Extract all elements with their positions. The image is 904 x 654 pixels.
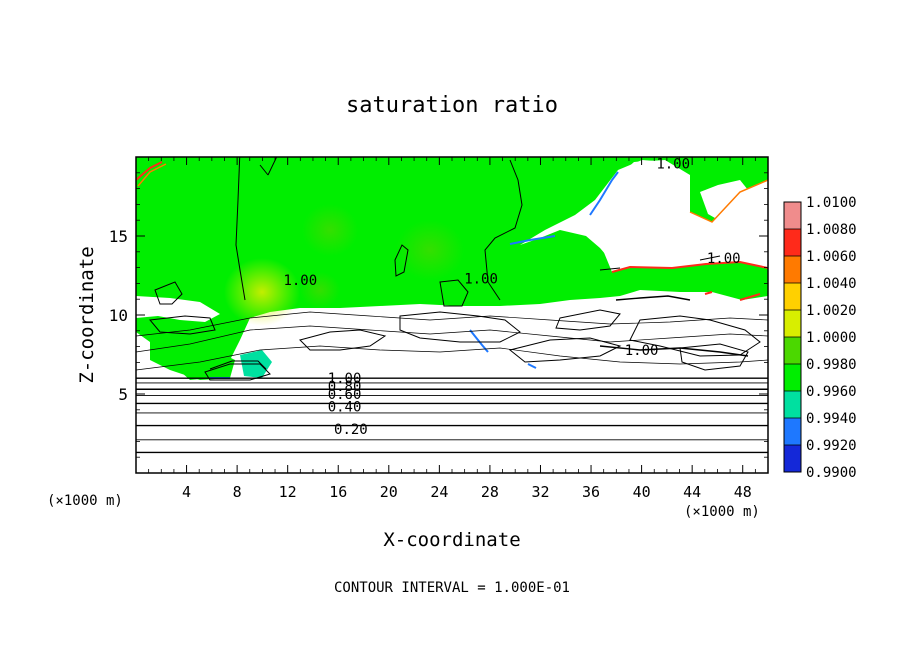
x-tick-label: 4 bbox=[182, 483, 191, 501]
contour-labels: 1.001.00 1.001.001.001.000.800.600.400.20 bbox=[283, 156, 740, 437]
contour-label: 0.20 bbox=[334, 422, 368, 438]
colorbar-label: 0.9900 bbox=[806, 465, 857, 481]
colorbar-label: 1.0100 bbox=[806, 195, 857, 211]
x-unit-left: (×1000 m) bbox=[47, 493, 123, 509]
contour-label: 1.00 bbox=[656, 156, 690, 172]
contour-lines bbox=[136, 157, 768, 381]
colorbar: 1.0100 1.0080 1.0060 1.0040 1.0020 1.0000 0.99… bbox=[783, 195, 857, 481]
colorbar-swatch bbox=[784, 310, 801, 337]
colorbar-label: 0.9940 bbox=[806, 411, 857, 427]
plot-area bbox=[136, 157, 768, 473]
x-tick-label: 48 bbox=[734, 483, 752, 501]
x-unit-right: (×1000 m) bbox=[684, 504, 760, 520]
chart-title: saturation ratio bbox=[346, 93, 558, 118]
y-tick-label: 5 bbox=[118, 385, 128, 404]
colorbar-label: 1.0000 bbox=[806, 330, 857, 346]
colorbar-swatch bbox=[784, 391, 801, 418]
colorbar-label: 1.0060 bbox=[806, 249, 857, 265]
colorbar-label: 1.0040 bbox=[806, 276, 857, 292]
y-axis: 5 10 15 bbox=[109, 172, 768, 458]
contour-label: 0.80 bbox=[328, 379, 362, 395]
contour-label: 0.60 bbox=[328, 387, 362, 403]
y-axis-label: Z-coordinate bbox=[76, 246, 98, 383]
contour-label: 1.00 bbox=[328, 371, 362, 387]
fringe-orange bbox=[137, 163, 768, 223]
colorbar-label: 1.0080 bbox=[806, 222, 857, 238]
colorbar-swatch bbox=[784, 283, 801, 310]
x-tick-label: 8 bbox=[233, 483, 242, 501]
x-tick-label: 36 bbox=[582, 483, 600, 501]
fringe-red bbox=[136, 161, 768, 301]
contour-label: 1.00 bbox=[625, 343, 659, 359]
x-tick-label: 16 bbox=[329, 483, 347, 501]
colorbar-swatch bbox=[784, 202, 801, 229]
hotspot bbox=[300, 272, 340, 308]
colorbar-label: 0.9920 bbox=[806, 438, 857, 454]
contour-label: 1.00 bbox=[464, 272, 498, 288]
x-tick-label: 20 bbox=[380, 483, 398, 501]
x-tick-label: 44 bbox=[683, 483, 701, 501]
hotspot bbox=[302, 204, 358, 256]
colorbar-label: 0.9960 bbox=[806, 384, 857, 400]
contour-label: 0.40 bbox=[328, 400, 362, 416]
colorbar-label: 1.0020 bbox=[806, 303, 857, 319]
x-axis-label: X-coordinate bbox=[383, 529, 520, 551]
subsaturated-patch bbox=[520, 160, 682, 262]
contour-interval-footer: CONTOUR INTERVAL = 1.000E-01 bbox=[334, 580, 570, 596]
colorbar-label: 0.9980 bbox=[806, 357, 857, 373]
y-tick-label: 15 bbox=[109, 227, 128, 246]
hotspot bbox=[396, 220, 464, 280]
subsaturated-patch bbox=[136, 296, 220, 322]
colorbar-swatch bbox=[784, 445, 801, 472]
colorbar-swatch bbox=[784, 256, 801, 283]
horizontal-contours bbox=[136, 377, 768, 454]
subsaturated-patch bbox=[700, 180, 752, 222]
x-tick-label: 28 bbox=[481, 483, 499, 501]
contour-label: 1.00 bbox=[707, 251, 741, 267]
x-tick-label: 24 bbox=[430, 483, 448, 501]
colorbar-swatch bbox=[784, 364, 801, 391]
x-tick-label: 40 bbox=[633, 483, 651, 501]
colorbar-swatch bbox=[784, 418, 801, 445]
supersaturated-region bbox=[150, 340, 235, 380]
hotspot bbox=[224, 258, 300, 326]
colorbar-swatch bbox=[784, 229, 801, 256]
y-tick-label: 10 bbox=[109, 306, 128, 325]
x-axis: 4 8 12 16 20 24 28 32 36 40 44 48 bbox=[148, 157, 756, 501]
x-tick-label: 12 bbox=[279, 483, 297, 501]
contour-label: 1.00 bbox=[283, 273, 317, 289]
x-tick-label: 32 bbox=[531, 483, 549, 501]
colorbar-swatch bbox=[784, 337, 801, 364]
